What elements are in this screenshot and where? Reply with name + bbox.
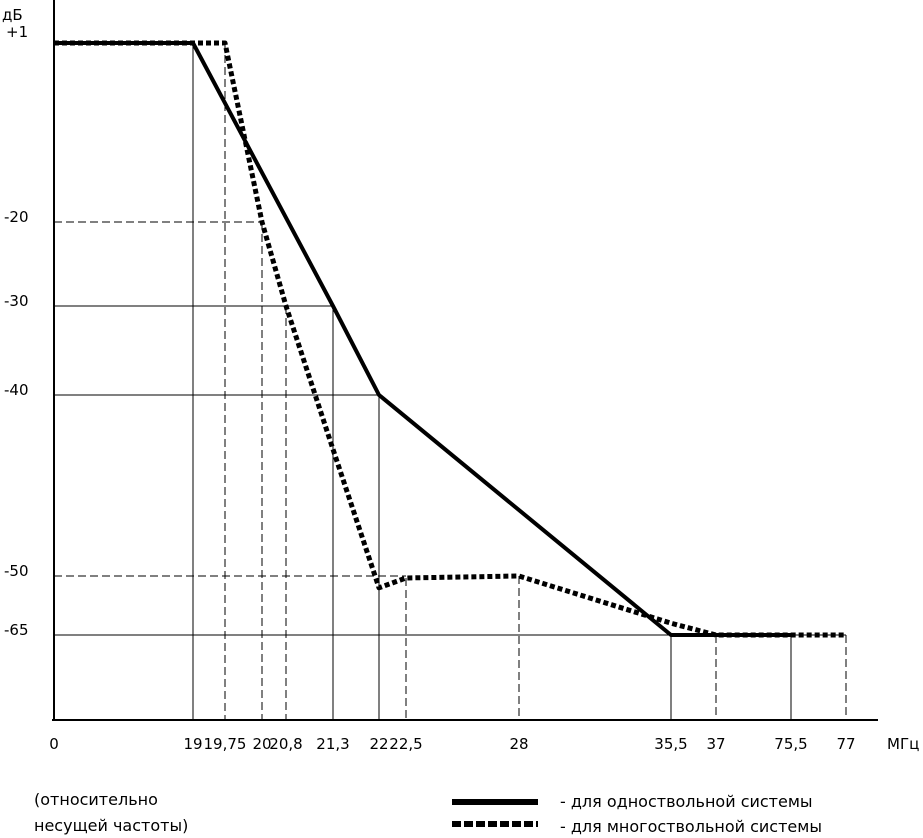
x-tick-label: 20,8 — [269, 735, 302, 753]
y-tick-label: +1 — [6, 23, 28, 41]
series-line-single — [54, 41, 791, 637]
y-axis-label: дБ — [2, 6, 23, 24]
x-tick-label: 35,5 — [654, 735, 687, 753]
x-tick-label: 0 — [49, 735, 59, 753]
legend-label-multi: - для многоствольной системы — [560, 817, 822, 836]
x-axis-label: МГц — [887, 735, 919, 753]
x-tick-label: 77 — [836, 735, 855, 753]
legend-swatch-solid — [452, 799, 538, 805]
x-tick-label: 22 — [369, 735, 388, 753]
x-tick-label: 28 — [509, 735, 528, 753]
y-tick-label: -65 — [4, 621, 29, 639]
x-tick-label: 75,5 — [774, 735, 807, 753]
y-tick-label: -20 — [4, 208, 29, 226]
y-tick-label: -50 — [4, 562, 29, 580]
x-tick-label: 19,75 — [204, 735, 247, 753]
x-tick-label: 20 — [252, 735, 271, 753]
x-tick-label: 19 — [183, 735, 202, 753]
x-tick-label: 21,3 — [316, 735, 349, 753]
y-tick-label: -40 — [4, 381, 29, 399]
legend-swatch-dotted — [452, 821, 538, 827]
series-line-multi — [54, 40, 846, 638]
x-tick-label: 22,5 — [389, 735, 422, 753]
x-tick-label: 37 — [706, 735, 725, 753]
note-line-1: (относительно — [34, 790, 158, 809]
note-line-2: несущей частоты) — [34, 816, 189, 835]
legend-label-single: - для одноствольной системы — [560, 792, 813, 811]
y-tick-label: -30 — [4, 292, 29, 310]
